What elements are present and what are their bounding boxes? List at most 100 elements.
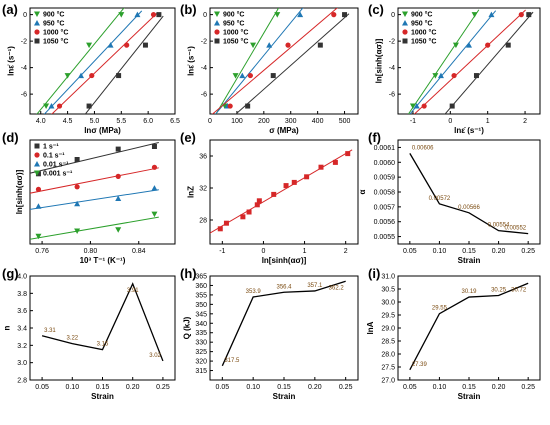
data-point xyxy=(505,42,511,48)
data-point xyxy=(342,12,348,18)
data-point xyxy=(317,42,323,48)
y-tick-label: 4.0 xyxy=(17,274,27,281)
plot-area xyxy=(409,282,529,371)
y-tick-label: 31.0 xyxy=(381,274,395,281)
legend-marker xyxy=(402,20,408,26)
legend-label: 1000 °C xyxy=(43,29,68,37)
data-point xyxy=(345,151,351,157)
legend-label: 1 s⁻¹ xyxy=(43,144,59,151)
x-tick-label: 300 xyxy=(285,118,297,125)
y-tick-label: 30.5 xyxy=(381,287,395,294)
y-tick-label: 335 xyxy=(195,330,207,337)
y-tick-label: 29.5 xyxy=(381,313,395,320)
panel-label-i: (i) xyxy=(368,266,380,281)
panel-label-a: (a) xyxy=(2,2,18,17)
data-point xyxy=(217,226,223,232)
x-axis-title: σ (MPa) xyxy=(269,126,299,135)
fit-line xyxy=(407,9,480,114)
legend-label: 0.1 s⁻¹ xyxy=(43,153,65,160)
legend-label: 1050 °C xyxy=(411,38,436,46)
y-tick-label: 0.0056 xyxy=(374,219,396,226)
y-tick-label: 365 xyxy=(195,274,207,281)
x-tick-label: 0.20 xyxy=(492,248,506,255)
legend-label: 1050 °C xyxy=(223,38,248,46)
data-label: 30.25 xyxy=(491,288,507,294)
data-point xyxy=(115,173,121,179)
data-point xyxy=(297,11,304,18)
x-tick-label: 100 xyxy=(231,118,243,125)
data-point xyxy=(64,73,71,79)
y-tick-label: 30.0 xyxy=(381,300,395,307)
x-tick-label: 400 xyxy=(312,118,324,125)
data-point xyxy=(256,198,262,204)
legend-label: 900 °C xyxy=(223,11,244,19)
data-point xyxy=(304,174,310,180)
plot-area xyxy=(212,8,350,114)
data-label: 30.19 xyxy=(461,289,477,295)
data-label: 317.5 xyxy=(224,358,240,364)
data-point xyxy=(471,12,478,18)
x-tick-label: -1 xyxy=(219,248,225,255)
x-tick-label: 0.15 xyxy=(96,384,110,391)
fit-line xyxy=(30,167,159,194)
data-label: 30.72 xyxy=(511,287,527,293)
data-point xyxy=(86,42,93,49)
y-tick-label: 0.0059 xyxy=(374,175,396,182)
x-axis-title: Strain xyxy=(458,392,481,401)
legend-label: 1000 °C xyxy=(223,29,248,37)
y-tick-label: 29.0 xyxy=(381,326,395,333)
data-point xyxy=(518,12,524,18)
panel-label-d: (d) xyxy=(2,130,19,145)
data-point xyxy=(156,12,162,18)
x-tick-label: 4.5 xyxy=(63,118,73,125)
plot-area xyxy=(210,149,353,234)
legend-marker xyxy=(402,29,408,35)
fit-line xyxy=(215,8,304,114)
y-axis-title: Q (kJ) xyxy=(182,316,191,339)
fit-line xyxy=(30,216,159,240)
data-label: 3.91 xyxy=(127,288,139,294)
panel-label-c: (c) xyxy=(368,2,384,17)
plot-frame xyxy=(209,275,359,381)
data-point xyxy=(291,179,297,185)
data-point xyxy=(150,12,157,18)
panel-e: (e) -1 0 1 2 28 32 36 ln[sinh(ασ)] lnZ xyxy=(180,130,359,265)
y-tick-label: -6 xyxy=(389,92,395,99)
fit-line xyxy=(409,10,497,114)
y-tick-label: 0.0060 xyxy=(374,160,396,167)
x-tick-label: 500 xyxy=(339,118,351,125)
y-axis-title: ln[sinh(ασ)] xyxy=(15,169,24,214)
y-tick-label: 0.0055 xyxy=(374,234,396,241)
x-tick-label: 0.10 xyxy=(246,384,260,391)
data-point xyxy=(86,103,92,109)
legend-marker xyxy=(214,38,220,44)
data-point xyxy=(35,203,42,209)
fit-line xyxy=(212,8,338,114)
y-tick-label: 320 xyxy=(195,359,207,366)
data-point xyxy=(250,42,257,49)
y-axis-title: lnε̇ (s⁻¹) xyxy=(7,46,16,76)
data-point xyxy=(246,209,252,215)
plot-area xyxy=(221,280,346,367)
plot-frame xyxy=(29,7,176,115)
y-tick-label: 27.0 xyxy=(381,378,395,385)
data-point xyxy=(115,146,121,152)
y-tick-label: 28.5 xyxy=(381,339,395,346)
y-tick-label: 0 xyxy=(203,12,207,19)
y-tick-label: 0.0061 xyxy=(374,145,396,152)
data-point xyxy=(285,42,291,48)
data-label: 0.00572 xyxy=(429,196,451,202)
data-point xyxy=(89,72,95,79)
x-tick-label: 0.10 xyxy=(433,248,447,255)
x-axis-title: Strain xyxy=(273,392,296,401)
x-axis-title: Strain xyxy=(458,256,481,265)
data-point xyxy=(485,42,491,48)
plot-frame xyxy=(29,139,176,245)
x-tick-label: 0.20 xyxy=(126,384,140,391)
plot-area xyxy=(409,153,529,235)
data-label: 3.22 xyxy=(66,336,78,342)
x-axis-title: Strain xyxy=(91,392,114,401)
y-tick-label: 3.4 xyxy=(17,326,27,333)
data-label: 362.2 xyxy=(329,285,345,291)
fit-line xyxy=(30,189,159,210)
